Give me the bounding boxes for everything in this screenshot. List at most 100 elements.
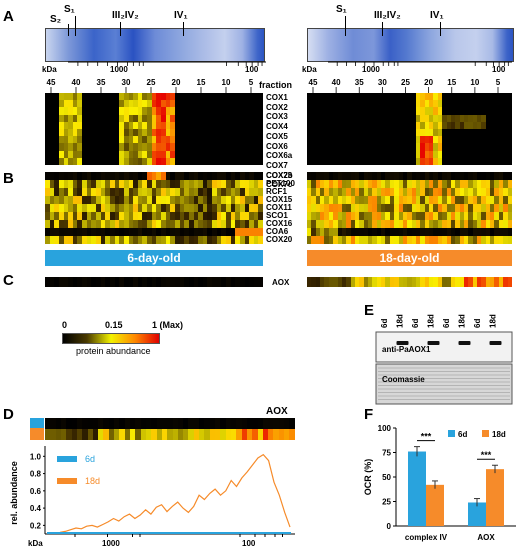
heatmap-cell <box>442 196 447 204</box>
heatmap-cell <box>328 236 334 244</box>
heatmap-cell <box>174 157 180 166</box>
heatmap-cell <box>133 196 138 204</box>
heatmap-cell <box>498 172 504 180</box>
heatmap-cell <box>407 220 412 228</box>
heatmap-cell <box>249 143 254 151</box>
heatmap-cell <box>216 121 222 130</box>
heatmap-cell <box>58 212 64 220</box>
heatmap-cell <box>128 114 134 122</box>
heatmap-a-18d <box>307 93 512 166</box>
heatmap-cell <box>324 236 329 244</box>
heatmap-cell <box>490 228 495 236</box>
heatmap-cell <box>268 418 274 429</box>
heatmap-cell <box>184 212 189 220</box>
heatmap-cell <box>398 196 403 204</box>
heatmap-cell <box>225 188 231 196</box>
heatmap-cell <box>394 196 399 204</box>
heatmap-cell <box>123 180 129 188</box>
heatmap-cell <box>230 143 236 151</box>
heatmap-cell <box>216 107 222 115</box>
heatmap-cell <box>128 204 134 212</box>
heatmap-cell <box>424 129 430 137</box>
heatmap-cell <box>503 212 508 220</box>
heatmap-cell <box>161 129 166 137</box>
heatmap-cell <box>437 129 443 137</box>
heatmap-cell <box>230 196 236 204</box>
heatmap-cell <box>494 107 499 115</box>
heatmap-cell <box>407 204 412 212</box>
heatmap-cell <box>174 100 180 108</box>
heatmap-cell <box>485 236 491 244</box>
heatmap-cell <box>433 157 438 166</box>
heatmap-cell <box>212 228 217 236</box>
row-label-cox5: COX5 <box>266 131 288 141</box>
heatmap-cell <box>372 143 377 151</box>
heatmap-cell <box>446 157 451 166</box>
heatmap-cell <box>188 196 194 204</box>
heatmap-cell <box>86 180 92 188</box>
heatmap-cell <box>133 172 138 180</box>
heatmap-cell <box>376 143 382 151</box>
heatmap-cell <box>450 196 456 204</box>
heatmap-cell <box>359 93 364 101</box>
heatmap-cell <box>398 228 403 236</box>
heatmap-cell <box>100 204 106 212</box>
heatmap-cell <box>503 150 508 158</box>
heatmap-cell <box>494 228 499 236</box>
heatmap-cell <box>459 212 464 220</box>
heatmap-cell <box>91 150 97 158</box>
heatmap-cell <box>385 212 390 220</box>
heatmap-cell <box>128 121 134 130</box>
heatmap-cell <box>398 157 403 166</box>
heatmap-cell <box>221 172 226 180</box>
heatmap-cell <box>253 277 259 287</box>
heatmap-cell <box>207 180 213 188</box>
heatmap-cell <box>91 157 97 166</box>
heatmap-cell <box>411 277 416 287</box>
heatmap-cell <box>58 143 64 151</box>
heatmap-cell <box>337 121 342 130</box>
heatmap-cell <box>128 236 134 244</box>
heatmap-cell <box>415 136 421 144</box>
heatmap-cell <box>244 114 250 122</box>
heatmap-b-6d-row <box>45 220 264 228</box>
heatmap-cell <box>433 100 438 108</box>
heatmap-cell <box>202 204 208 212</box>
heatmap-cell <box>142 236 148 244</box>
heatmap-cell <box>477 220 482 228</box>
heatmap-cell <box>354 172 360 180</box>
heatmap-cell <box>363 212 369 220</box>
heatmap-cell <box>179 212 185 220</box>
heatmap-cell <box>86 136 92 144</box>
heatmap-cell <box>63 150 69 158</box>
heatmap-cell <box>123 107 129 115</box>
heatmap-cell <box>188 157 194 166</box>
heatmap-cell <box>415 172 421 180</box>
heatmap-cell <box>415 93 421 101</box>
heatmap-cell <box>258 172 264 180</box>
heatmap-cell <box>202 188 208 196</box>
heatmap-cell <box>446 236 451 244</box>
heatmap-cell <box>230 180 236 188</box>
heatmap-cell <box>239 114 245 122</box>
heatmap-cell <box>119 429 125 440</box>
heatmap-cell <box>49 114 55 122</box>
heatmap-cell <box>315 172 321 180</box>
heatmap-cell <box>133 100 138 108</box>
f-legend-18d-swatch <box>482 430 489 437</box>
heatmap-cell <box>82 100 87 108</box>
heatmap-cell <box>507 172 512 180</box>
heatmap-cell <box>477 172 482 180</box>
heatmap-cell <box>109 150 115 158</box>
heatmap-cell <box>490 220 495 228</box>
heatmap-cell <box>503 121 508 130</box>
heatmap-cell <box>253 136 259 144</box>
heatmap-cell <box>216 172 222 180</box>
heatmap-cell <box>468 129 473 137</box>
heatmap-cell <box>124 418 130 429</box>
heatmap-cell <box>468 172 473 180</box>
heatmap-cell <box>442 114 447 122</box>
heatmap-cell <box>424 136 430 144</box>
heatmap-cell <box>66 429 72 440</box>
heatmap-cell <box>376 129 382 137</box>
